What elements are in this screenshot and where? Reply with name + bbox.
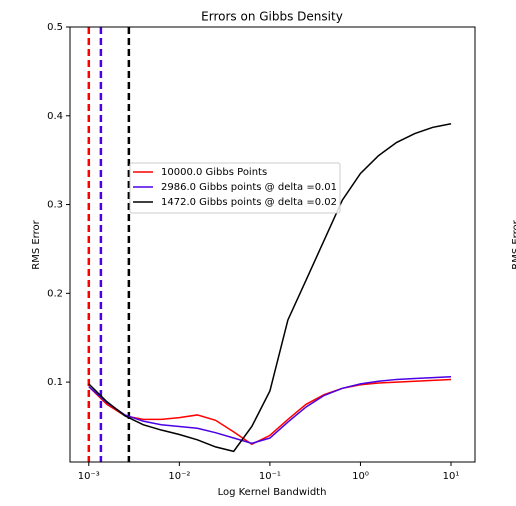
series-line — [88, 376, 452, 445]
x-tick-label: 10⁻¹ — [259, 471, 281, 482]
legend-label: 1472.0 Gibbs points @ delta =0.02 — [161, 197, 337, 208]
x-tick-label: 10⁻² — [168, 471, 190, 482]
legend-label: 2986.0 Gibbs points @ delta =0.01 — [161, 182, 337, 193]
legend-label: 10000.0 Gibbs Points — [161, 167, 267, 178]
y-axis-label: RMS Error — [31, 219, 42, 269]
y-tick-label: 0.2 — [47, 288, 63, 299]
plot-frame — [69, 26, 476, 463]
series-line — [88, 378, 452, 446]
y-tick-label: 0.1 — [47, 377, 63, 388]
legend-box — [129, 162, 341, 214]
x-tick-label: 10⁻³ — [78, 471, 100, 482]
x-tick-label: 10¹ — [443, 471, 460, 482]
series-line — [88, 123, 452, 453]
y-tick-label: 0.5 — [47, 22, 63, 33]
y-tick-label: 0.3 — [47, 200, 63, 211]
x-axis-label: Log Kernel Bandwidth — [218, 487, 327, 498]
x-tick-label: 10⁰ — [352, 471, 369, 482]
y-tick-label: 0.4 — [47, 111, 63, 122]
chart-title: Errors on Gibbs Density — [201, 10, 343, 24]
cut-off-y-axis-label: RMS Error — [511, 219, 516, 269]
